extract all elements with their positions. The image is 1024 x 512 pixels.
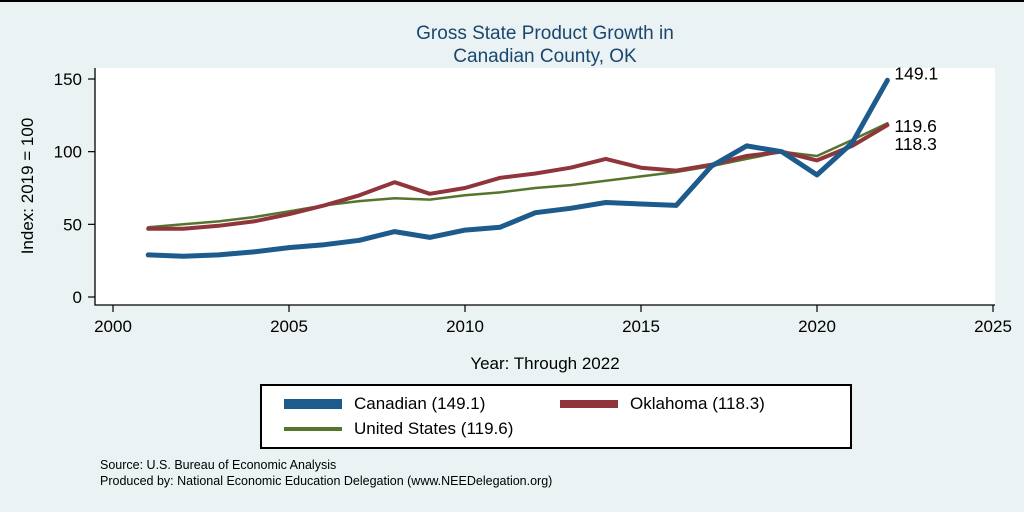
end-label-oklahoma: 118.3	[894, 134, 937, 154]
y-tick-label: 50	[63, 215, 82, 234]
x-tick-label: 2010	[446, 317, 484, 336]
x-tick-label: 2025	[974, 317, 1012, 336]
end-label-united-states: 119.6	[894, 116, 937, 136]
x-tick-label: 2005	[270, 317, 308, 336]
top-border-rule	[0, 0, 1024, 2]
end-label-canadian: 149.1	[894, 63, 938, 83]
source-line: Source: U.S. Bureau of Economic Analysis	[100, 458, 337, 472]
legend-item-oklahoma: Oklahoma (118.3)	[560, 394, 836, 414]
y-tick-label: 100	[54, 143, 82, 162]
legend-item-canadian: Canadian (149.1)	[284, 394, 560, 414]
x-tick-label: 2015	[622, 317, 660, 336]
legend-swatch-canadian	[284, 399, 342, 409]
y-tick-label: 0	[73, 288, 82, 307]
legend: Canadian (149.1) Oklahoma (118.3) United…	[260, 384, 852, 449]
source-note: Source: U.S. Bureau of Economic Analysis…	[100, 457, 552, 489]
legend-label-canadian: Canadian (149.1)	[354, 394, 486, 413]
series-line-canadian	[145, 77, 890, 259]
axis-lines	[94, 68, 995, 306]
produced-by-line: Produced by: National Economic Education…	[100, 474, 553, 488]
legend-swatch-united-states	[284, 426, 342, 432]
x-tick-label: 2000	[94, 317, 132, 336]
legend-label-united-states: United States (119.6)	[354, 419, 514, 438]
chart-title-line2: Canadian County, OK	[453, 46, 637, 67]
legend-label-oklahoma: Oklahoma (118.3)	[630, 394, 765, 413]
chart-title-line1: Gross State Product Growth in	[416, 23, 674, 44]
x-tick-label: 2020	[798, 317, 836, 336]
legend-swatch-oklahoma	[560, 400, 618, 408]
legend-item-united-states: United States (119.6)	[284, 419, 560, 439]
series-line-oklahoma	[146, 123, 890, 231]
x-axis-label: Year: Through 2022	[470, 354, 620, 373]
y-tick-label: 150	[54, 70, 82, 89]
chart-title: Gross State Product Growth in Canadian C…	[95, 22, 995, 68]
